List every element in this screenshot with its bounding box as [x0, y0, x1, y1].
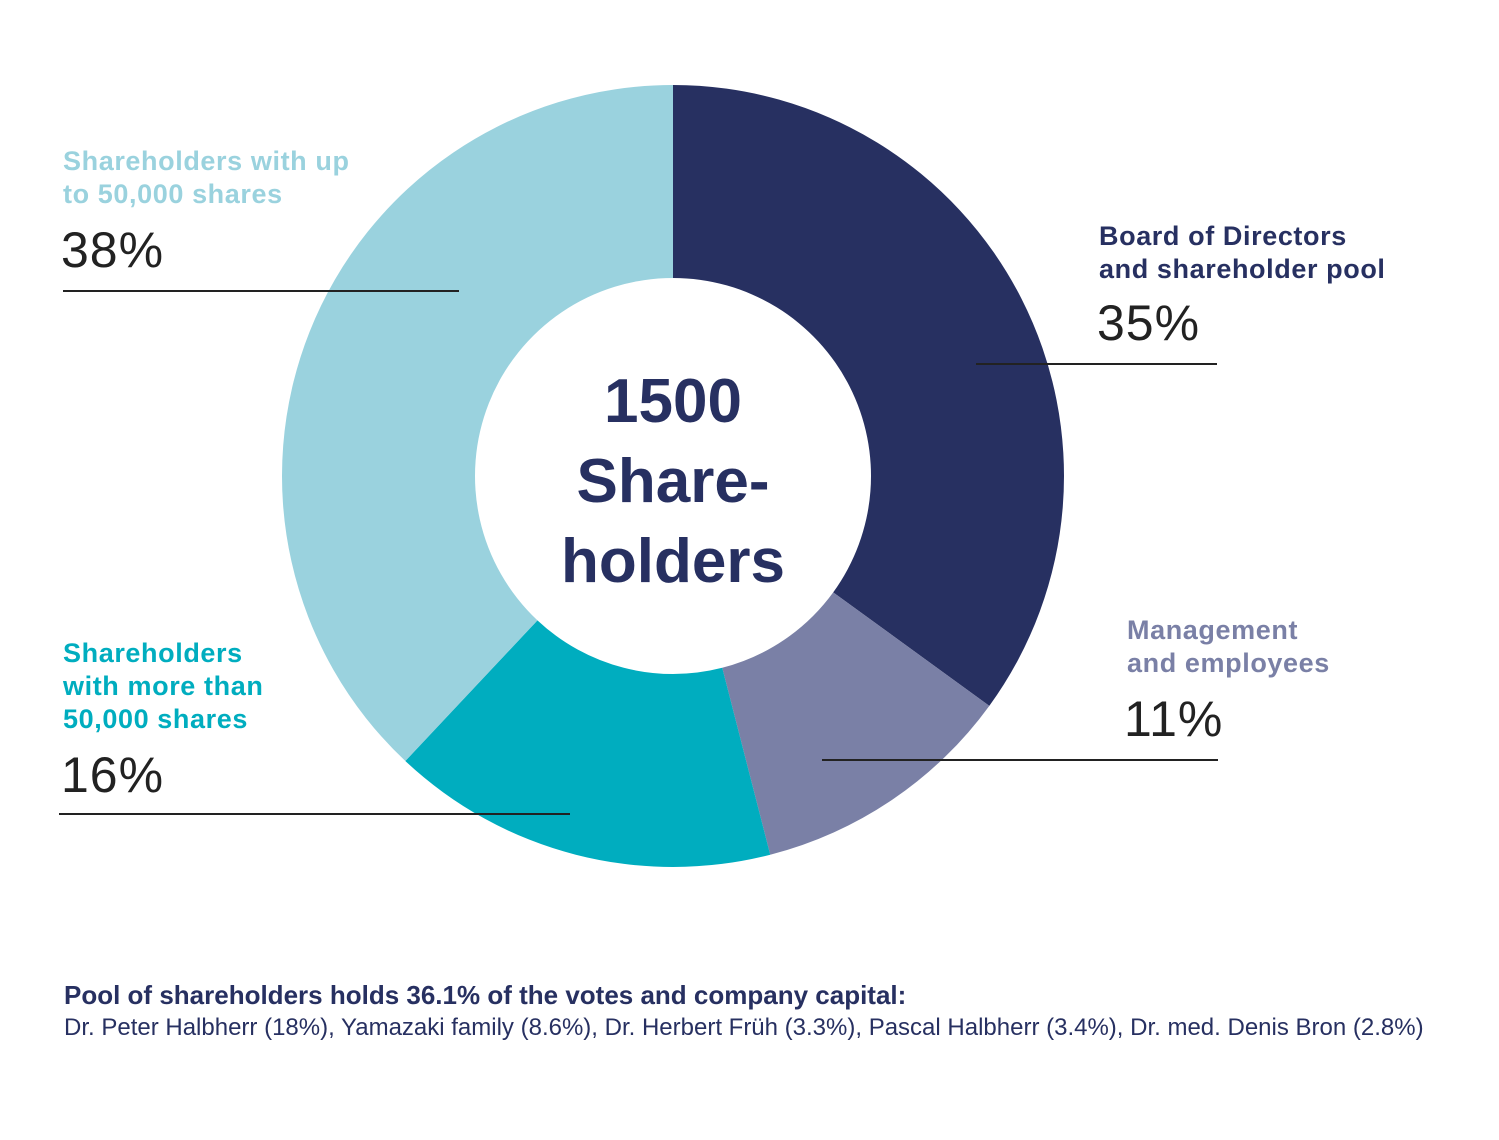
leader-line-management: [822, 759, 1218, 761]
leader-line-board: [976, 363, 1217, 365]
donut-slice-1: [722, 592, 990, 855]
label-large-line1: Shareholders: [63, 638, 243, 668]
label-small-shareholders: Shareholders with up to 50,000 shares: [63, 145, 350, 211]
label-board-line1: Board of Directors: [1099, 221, 1347, 251]
label-large-shareholders: Shareholders with more than 50,000 share…: [63, 637, 263, 736]
label-small-line1: Shareholders with up: [63, 146, 350, 176]
label-board: Board of Directors and shareholder pool: [1099, 220, 1386, 286]
center-label-line2: Share-: [576, 447, 770, 516]
footnote: Pool of shareholders holds 36.1% of the …: [64, 978, 1424, 1044]
label-management: Management and employees: [1127, 614, 1330, 680]
label-large-line2: with more than: [63, 671, 264, 701]
center-label: 1500 Share- holders: [523, 362, 823, 602]
label-board-line2: and shareholder pool: [1099, 254, 1386, 284]
donut-slice-2: [405, 620, 771, 867]
label-large-line3: 50,000 shares: [63, 704, 248, 734]
center-label-count: 1500: [604, 367, 742, 436]
leader-line-small: [63, 290, 459, 292]
value-small-shareholders: 38%: [61, 222, 165, 278]
donut-slice-0: [673, 85, 1064, 706]
footnote-heading: Pool of shareholders holds 36.1% of the …: [64, 980, 907, 1010]
donut-slice-3: [282, 84, 673, 762]
center-label-line3: holders: [561, 527, 785, 596]
value-board: 35%: [1097, 295, 1201, 351]
value-management: 11%: [1124, 691, 1224, 747]
label-small-line2: to 50,000 shares: [63, 179, 283, 209]
value-large-shareholders: 16%: [61, 747, 165, 803]
leader-line-large: [59, 813, 570, 815]
footnote-body: Dr. Peter Halbherr (18%), Yamazaki famil…: [64, 1014, 1424, 1041]
label-management-line1: Management: [1127, 615, 1299, 645]
label-management-line2: and employees: [1127, 648, 1330, 678]
